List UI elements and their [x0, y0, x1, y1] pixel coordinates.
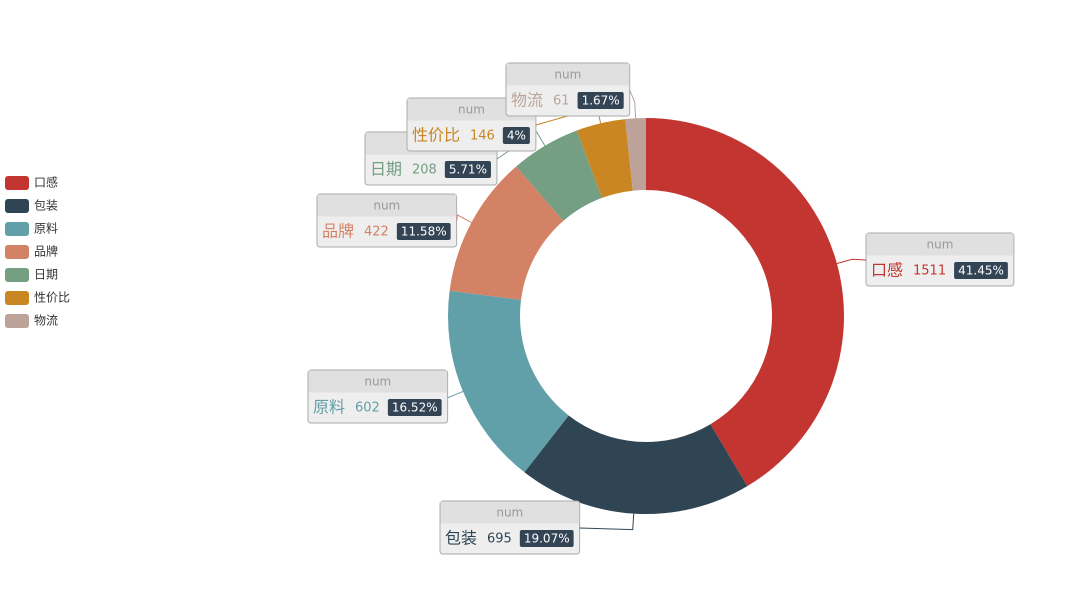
label-value: 146: [470, 129, 495, 144]
percent-label: 19.07%: [524, 532, 570, 546]
percent-badge: [444, 161, 491, 178]
legend-swatch: [5, 222, 29, 236]
data-label: num 物流 61 1.67%: [505, 62, 631, 117]
label-series: num: [373, 199, 400, 213]
label-value: 695: [487, 532, 512, 547]
leader-line: [456, 214, 472, 223]
percent-label: 4%: [507, 129, 526, 143]
data-label: num日期2085.71%: [364, 131, 498, 186]
label-series: num: [554, 68, 581, 82]
data-label: num 原料 602 16.52%: [307, 369, 449, 424]
leader-line: [447, 390, 464, 399]
label-series: num: [496, 506, 523, 520]
legend-label: 性价比: [34, 291, 70, 305]
legend-label: 原料: [34, 222, 58, 236]
label-header: [506, 63, 630, 86]
label-name: 口感: [871, 261, 903, 280]
label-name: 原料: [313, 398, 345, 417]
leader-line: [579, 513, 635, 531]
label-header: [407, 98, 536, 121]
label-header: [866, 233, 1014, 256]
donut-slice: [646, 118, 844, 487]
donut-slice: [625, 118, 646, 191]
percent-badge: [396, 223, 451, 240]
label-name: 性价比: [412, 126, 460, 145]
label-name: 日期: [370, 160, 402, 179]
percent-badge: [502, 127, 530, 144]
label-series: num: [458, 103, 485, 117]
donut-slice: [516, 130, 602, 221]
label-name: 包装: [445, 529, 477, 548]
legend-swatch: [5, 268, 29, 282]
label-header: [308, 370, 448, 393]
legend-swatch: [5, 176, 29, 190]
legend-swatch: [5, 291, 29, 305]
label-header: [317, 194, 457, 217]
percent-label: 16.52%: [392, 401, 438, 415]
leader-line: [836, 258, 867, 264]
label-value: 208: [412, 163, 437, 178]
legend-swatch: [5, 199, 29, 213]
label-header: [440, 501, 580, 524]
label-name: 物流: [511, 91, 543, 110]
label-value: 1511: [913, 264, 946, 279]
label-series: num: [926, 238, 953, 252]
legend-label: 口感: [34, 175, 58, 190]
data-label: num 包装 695 19.07%: [439, 500, 581, 555]
percent-label: 1.67%: [582, 94, 620, 108]
label-series: num: [364, 375, 391, 389]
legend-label: 品牌: [34, 245, 58, 259]
percent-label: 41.45%: [958, 264, 1004, 278]
percent-badge: [387, 399, 442, 416]
percent-badge: [577, 92, 624, 109]
legend-swatch: [5, 314, 29, 328]
data-label: num 口感 1511 41.45%: [865, 232, 1015, 287]
label-value: 422: [364, 225, 389, 240]
percent-label: 5.71%: [449, 163, 487, 177]
legend-swatch: [5, 245, 29, 259]
legend-label: 物流: [34, 314, 58, 328]
donut-slice: [449, 166, 564, 300]
percent-badge: [519, 530, 574, 547]
donut-slice: [447, 290, 569, 473]
leader-line: [629, 89, 637, 119]
legend-label: 包装: [34, 199, 58, 213]
legend-label: 日期: [34, 268, 58, 282]
percent-badge: [954, 262, 1008, 279]
percent-label: 11.58%: [401, 225, 447, 239]
donut-slice: [576, 119, 633, 198]
label-name: 品牌: [322, 222, 354, 241]
label-value: 61: [553, 94, 570, 109]
donut-slice: [524, 415, 748, 514]
data-label: num 品牌 422 11.58%: [316, 193, 458, 248]
data-label: num 性价比 146 4%: [406, 97, 537, 152]
label-value: 602: [355, 401, 380, 416]
